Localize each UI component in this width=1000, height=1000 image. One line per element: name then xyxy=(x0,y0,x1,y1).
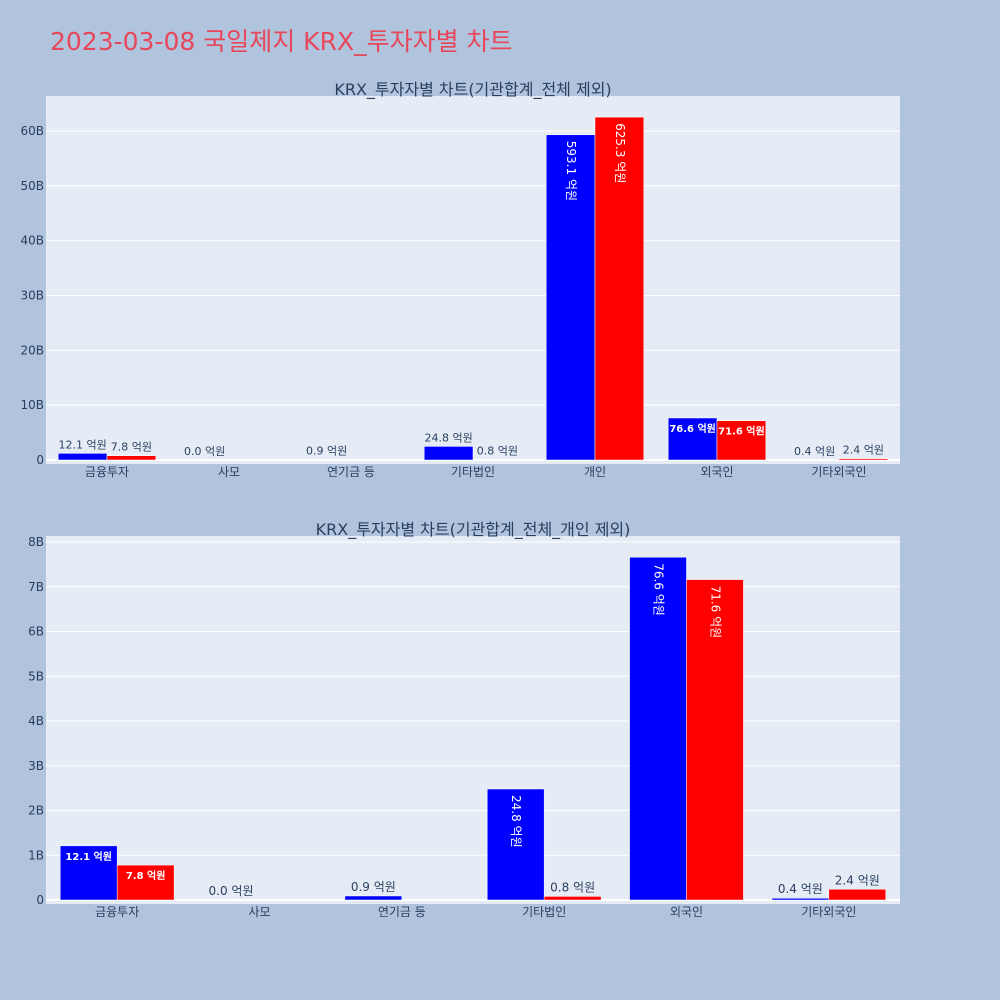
data-label: 12.1 억원 xyxy=(65,850,112,863)
x-tick-label: 기타법인 xyxy=(451,465,495,479)
chart-subtitle: KRX_투자자별 차트(기관합계_전체 제외) xyxy=(334,80,611,100)
y-tick-label: 1B xyxy=(28,848,44,862)
y-tick-label: 8B xyxy=(28,535,44,549)
bar xyxy=(543,896,602,901)
x-tick-label: 외국인 xyxy=(670,905,703,919)
data-label: 71.6 억원 xyxy=(708,586,722,639)
y-tick-label: 0 xyxy=(36,453,44,467)
bar xyxy=(594,116,645,461)
data-label: 0.4 억원 xyxy=(794,445,835,458)
x-tick-label: 금융투자 xyxy=(85,465,129,479)
data-label: 76.6 억원 xyxy=(669,422,716,435)
bar xyxy=(106,455,157,461)
bar xyxy=(667,417,718,461)
data-label: 76.6 억원 xyxy=(652,563,666,616)
bar xyxy=(686,579,744,901)
x-tick-label: 기타외국인 xyxy=(801,905,856,919)
page-title: 2023-03-08 국일제지 KRX_투자자별 차트 xyxy=(50,27,513,56)
y-tick-label: 3B xyxy=(28,759,44,773)
data-label: 0.0 억원 xyxy=(209,884,254,898)
data-label: 0.8 억원 xyxy=(477,445,518,458)
data-label: 2.4 억원 xyxy=(843,444,884,457)
x-tick-label: 외국인 xyxy=(700,465,733,479)
y-tick-label: 20B xyxy=(20,343,44,357)
bar xyxy=(629,556,687,901)
data-label: 625.3 억원 xyxy=(613,123,627,183)
data-label: 24.8 억원 xyxy=(424,431,472,444)
bar xyxy=(116,864,175,901)
x-tick-label: 기타법인 xyxy=(522,905,566,919)
x-tick-label: 금융투자 xyxy=(95,905,139,919)
bar xyxy=(828,889,887,901)
y-tick-label: 6B xyxy=(28,625,44,639)
chart-1: 0 10B 20B 30B 40B 50B 60B KRX_투자자별 차트(기관합계_전체 제… xyxy=(20,80,900,479)
data-label: 24.8 억원 xyxy=(509,795,523,848)
plot-area xyxy=(46,536,900,904)
x-tick-label: 사모 xyxy=(248,905,270,919)
y-tick-label: 50B xyxy=(20,179,44,193)
bar xyxy=(545,134,596,461)
x-tick-label: 연기금 등 xyxy=(378,905,426,919)
data-label: 0.0 억원 xyxy=(184,445,225,458)
y-tick-label: 40B xyxy=(20,234,44,248)
y-tick-label: 10B xyxy=(20,398,44,412)
x-tick-label: 개인 xyxy=(584,465,606,479)
x-tick-label: 연기금 등 xyxy=(327,465,375,479)
data-label: 7.8 억원 xyxy=(126,869,166,882)
bar xyxy=(59,845,118,901)
y-tick-label: 5B xyxy=(28,669,44,683)
bar xyxy=(423,446,474,461)
data-label: 0.8 억원 xyxy=(550,880,595,894)
data-label: 0.9 억원 xyxy=(306,445,347,458)
data-label: 593.1 억원 xyxy=(564,141,578,201)
x-tick-label: 사모 xyxy=(218,465,240,479)
bar xyxy=(838,458,889,461)
y-tick-label: 4B xyxy=(28,714,44,728)
data-label: 71.6 억원 xyxy=(718,425,765,438)
y-tick-label: 30B xyxy=(20,289,44,303)
bar xyxy=(57,453,108,461)
data-label: 2.4 억원 xyxy=(835,873,880,887)
y-tick-label: 2B xyxy=(28,804,44,818)
x-tick-label: 기타외국인 xyxy=(811,465,866,479)
y-tick-label: 7B xyxy=(28,580,44,594)
y-tick-label: 60B xyxy=(20,124,44,138)
bar xyxy=(344,895,403,901)
bar xyxy=(716,420,767,461)
chart-2: 0 1B 2B 3B 4B 5B 6B 7B 8B KRX_투자자별 차트(기관합계_전체_개인 … xyxy=(28,520,900,919)
chart-subtitle: KRX_투자자별 차트(기관합계_전체_개인 제외) xyxy=(316,520,631,540)
data-label: 0.4 억원 xyxy=(778,882,823,896)
bar xyxy=(486,788,545,901)
data-label: 7.8 억원 xyxy=(111,441,152,454)
bar xyxy=(771,897,830,901)
plot-area xyxy=(46,96,900,464)
y-tick-label: 0 xyxy=(36,893,44,907)
data-label: 12.1 억원 xyxy=(58,438,106,451)
data-label: 0.9 억원 xyxy=(351,880,396,894)
